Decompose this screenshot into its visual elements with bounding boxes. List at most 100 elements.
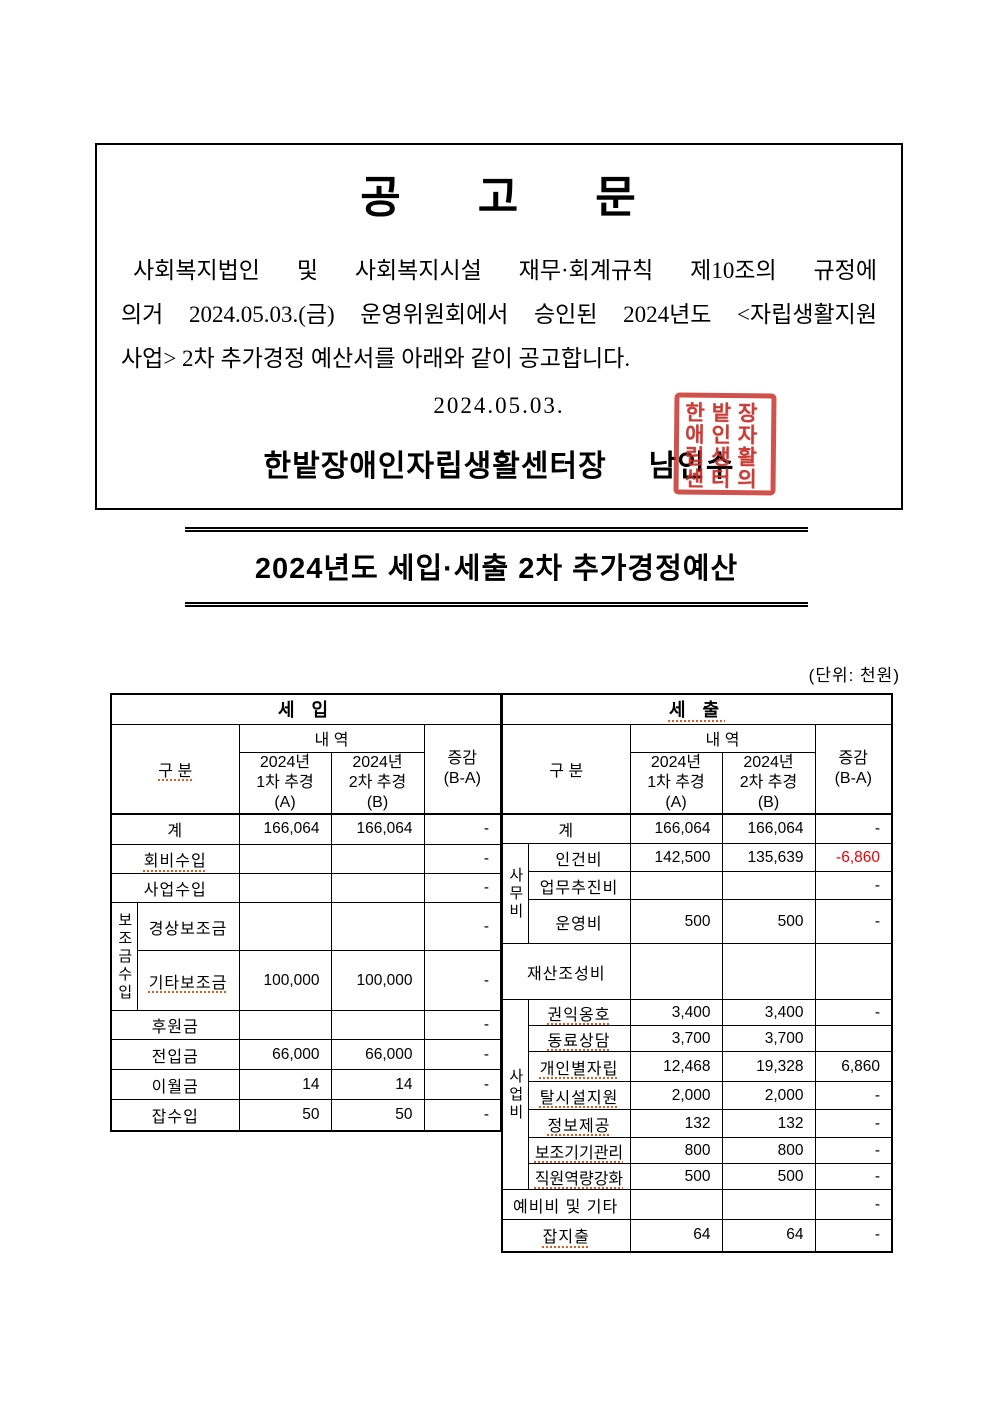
header-col-b: 2024년 2차 추경 (B) [330,751,425,815]
row-label: 회비수입 [110,844,240,874]
row-label: 사업수입 [110,873,240,903]
change-amount [814,1025,893,1052]
notice-title: 공 고 문 [360,173,638,222]
red-seal-stamp: 한밭장애인자립생활센터의인 [673,392,777,496]
table-row: 예비비 및 기타 - [501,1189,893,1220]
group-label-project: 사업비 [501,999,529,1190]
amount-a: 64 [629,1219,723,1252]
amount-b: 800 [721,1137,816,1164]
change-amount: -6,860 [814,843,893,872]
change-amount: - [814,1219,893,1252]
header-detail: 내 역 [238,723,425,753]
amount-a: 132 [629,1109,723,1138]
row-label: 권익옹호 [527,999,631,1026]
amount-a [629,871,723,900]
notice-body-line: 사업> 2차 추가경정 예산서를 아래와 같이 공고합니다. [121,346,631,372]
header-category: 구 분 [501,723,631,815]
amount-b: 3,400 [721,999,816,1026]
table-row: 전입금 66,000 66,000 - [110,1039,502,1070]
table-row: 이월금 14 14 - [110,1069,502,1100]
amount-b [721,1189,816,1220]
table-row: 계 166,064 166,064 - [501,813,893,844]
amount-b: 132 [721,1109,816,1138]
section-title: 2024년도 세입·세출 2차 추가경정예산 [185,527,808,607]
amount-b [330,902,425,951]
amount-a [629,1189,723,1220]
row-label: 잡지출 [501,1219,631,1252]
notice-date: 2024.05.03. [433,393,565,419]
amount-a: 14 [238,1069,332,1100]
row-label: 정보제공 [527,1109,631,1138]
header-change: 증감 (B-A) [423,723,502,815]
change-amount: - [814,1189,893,1220]
change-amount: - [814,999,893,1026]
amount-b: 66,000 [330,1039,425,1070]
unit-label: (단위: 천원) [808,666,900,685]
amount-a: 100,000 [238,950,332,1011]
row-label: 계 [110,813,240,845]
table-row: 기타보조금 100,000 100,000 - [111,950,502,1011]
amount-a [238,1010,332,1040]
amount-b: 135,639 [721,843,816,872]
amount-b: 2,000 [721,1081,816,1110]
amount-a [629,943,723,1000]
budget-tables: 세 입 구 분 내 역 증감 (B-A) 2024년 1차 추경 (A) 202… [110,693,893,1253]
table-row: 보조금수입 경상보조금 - [110,902,502,1011]
amount-b: 166,064 [721,813,816,844]
table-row: 2024년 1차 추경 (A) 2024년 2차 추경 (B) [111,751,501,815]
notice-body-line: 사회복지법인 및 사회복지시설 재무·회계규칙 제10조의 규정에 [133,258,877,283]
table-row: 업무추진비 - [502,871,893,900]
amount-b [330,1010,425,1040]
amount-a: 12,468 [629,1051,723,1082]
table-row: 잡지출 64 64 - [501,1219,893,1252]
change-amount: - [423,844,502,874]
amount-a [238,902,332,951]
amount-a [238,844,332,874]
change-amount: - [814,1081,893,1110]
amount-b: 500 [721,1163,816,1190]
notice-box: 공 고 문 사회복지법인 및 사회복지시설 재무·회계규칙 제10조의 규정에 … [95,143,903,510]
signature-line: 한밭장애인자립생활센터장 남인수 [97,441,901,485]
row-label: 기타보조금 [136,950,240,1011]
table-row: 운영비 500 500 - [502,899,893,944]
amount-b [721,871,816,900]
amount-b: 50 [330,1099,425,1131]
table-row: 2024년 1차 추경 (A) 2024년 2차 추경 (B) [502,751,892,815]
amount-a: 2,000 [629,1081,723,1110]
amount-a: 500 [629,899,723,944]
table-row: 정보제공 132 132 - [502,1109,893,1138]
change-amount: - [423,813,502,845]
table-row: 개인별자립 12,468 19,328 6,860 [502,1051,893,1082]
change-amount: 6,860 [814,1051,893,1082]
amount-a: 66,000 [238,1039,332,1070]
amount-a: 800 [629,1137,723,1164]
change-amount: - [423,902,502,951]
change-amount: - [423,950,502,1011]
table-row: 구 분 내 역 증감 (B-A) [501,723,893,815]
amount-a: 500 [629,1163,723,1190]
row-label: 인건비 [527,843,631,872]
change-amount: - [814,1109,893,1138]
table-row: 탈시설지원 2,000 2,000 - [502,1081,893,1110]
amount-b: 19,328 [721,1051,816,1082]
change-amount: - [423,1099,502,1131]
change-amount: - [814,871,893,900]
header-col-b: 2024년 2차 추경 (B) [721,751,816,815]
change-amount: - [423,1069,502,1100]
row-label: 예비비 및 기타 [501,1189,631,1220]
change-amount: - [814,899,893,944]
revenue-table-title: 세 입 [110,693,502,725]
change-amount: - [423,1010,502,1040]
amount-a: 50 [238,1099,332,1131]
row-label: 후원금 [110,1010,240,1040]
amount-b [721,943,816,1000]
expenditure-table-title: 세 출 [501,693,893,725]
amount-b: 14 [330,1069,425,1100]
row-label: 잡수입 [110,1099,240,1131]
signer-name: 남인수 [648,450,735,484]
row-label: 이월금 [110,1069,240,1100]
amount-b: 100,000 [330,950,425,1011]
table-row: 사업수입 - [110,873,502,903]
row-label: 보조기기관리 [527,1137,631,1164]
table-row: 후원금 - [110,1010,502,1040]
